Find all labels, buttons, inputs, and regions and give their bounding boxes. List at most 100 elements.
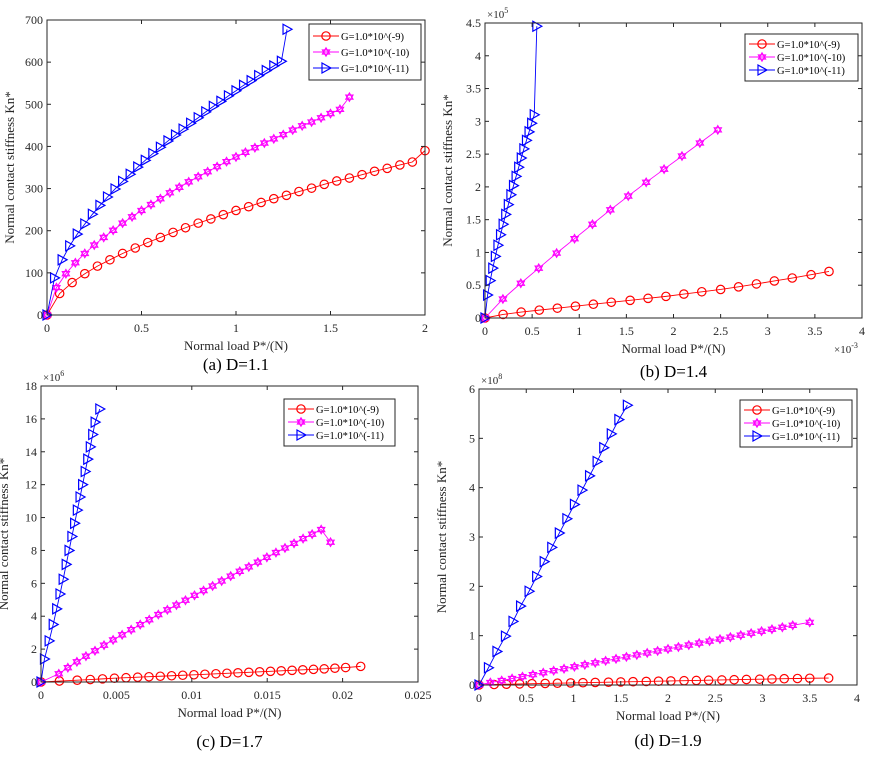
legend-label: G=1.0*10^(-11) bbox=[316, 431, 384, 442]
legend-marker bbox=[757, 63, 769, 77]
data-point bbox=[587, 221, 598, 230]
data-point bbox=[754, 674, 765, 685]
data-point bbox=[673, 644, 683, 653]
legend-label: G=1.0*10^(-10) bbox=[341, 48, 410, 59]
data-point bbox=[63, 665, 73, 673]
data-point bbox=[508, 179, 520, 192]
data-point bbox=[684, 639, 694, 648]
data-point bbox=[622, 399, 634, 412]
data-point bbox=[679, 289, 689, 299]
data-point bbox=[632, 652, 642, 661]
legend-marker bbox=[757, 39, 767, 49]
data-point bbox=[174, 182, 184, 190]
data-point bbox=[325, 539, 336, 548]
data-point bbox=[325, 108, 336, 117]
data-point bbox=[736, 629, 746, 638]
x-tick-label: 2.5 bbox=[713, 324, 728, 338]
data-point bbox=[492, 645, 504, 658]
legend-entry-3: G=1.0*10^(-11) bbox=[749, 63, 845, 77]
data-point bbox=[605, 207, 615, 216]
data-point bbox=[92, 261, 103, 271]
data-point bbox=[253, 556, 263, 565]
data-point bbox=[643, 293, 653, 304]
data-point bbox=[325, 536, 336, 545]
data-point bbox=[269, 136, 279, 145]
data-point bbox=[552, 250, 562, 259]
data-point bbox=[805, 619, 815, 628]
data-point bbox=[659, 166, 669, 175]
data-point bbox=[110, 182, 122, 196]
data-point bbox=[335, 104, 345, 112]
data-point bbox=[704, 635, 715, 644]
data-point bbox=[90, 416, 102, 429]
data-point bbox=[287, 665, 297, 676]
y-tick-label: 500 bbox=[25, 97, 43, 111]
data-point bbox=[97, 674, 108, 684]
data-point bbox=[117, 248, 128, 259]
data-point bbox=[497, 677, 507, 686]
data-point bbox=[55, 588, 67, 601]
data-point bbox=[90, 648, 100, 657]
data-point bbox=[621, 651, 632, 660]
x-tick-label: 1.5 bbox=[619, 324, 634, 338]
data-point bbox=[741, 674, 752, 685]
data-point bbox=[554, 527, 566, 540]
data-point bbox=[201, 105, 212, 118]
data-point bbox=[516, 152, 528, 165]
data-point bbox=[298, 533, 308, 542]
legend-marker bbox=[321, 46, 331, 55]
data-point bbox=[262, 554, 272, 563]
data-point bbox=[663, 643, 673, 652]
data-point bbox=[663, 646, 673, 655]
data-point bbox=[534, 305, 545, 315]
data-point bbox=[208, 583, 218, 592]
data-point bbox=[72, 675, 82, 685]
data-point bbox=[125, 168, 137, 181]
data-point bbox=[244, 561, 254, 570]
data-point bbox=[130, 243, 141, 253]
data-point bbox=[746, 630, 756, 639]
data-point bbox=[532, 570, 543, 583]
data-point bbox=[694, 640, 704, 649]
series-2 bbox=[474, 617, 815, 691]
data-point bbox=[83, 453, 94, 466]
data-point bbox=[240, 149, 251, 158]
data-point bbox=[642, 647, 652, 656]
y-tick-label: 0 bbox=[475, 311, 481, 325]
data-point bbox=[52, 602, 63, 615]
y-tick-label: 1 bbox=[475, 245, 481, 259]
y-tick-label: 14 bbox=[25, 445, 37, 459]
data-point bbox=[271, 549, 281, 558]
data-point bbox=[507, 675, 517, 684]
series-1 bbox=[42, 145, 430, 320]
y-tick-label: 5 bbox=[469, 431, 475, 445]
data-point bbox=[696, 286, 707, 297]
data-point bbox=[297, 665, 308, 675]
data-point bbox=[256, 197, 266, 208]
data-point bbox=[549, 665, 559, 674]
data-point bbox=[212, 164, 222, 172]
data-point bbox=[592, 455, 604, 468]
data-point bbox=[603, 677, 614, 687]
data-point bbox=[538, 667, 548, 676]
data-point bbox=[184, 179, 194, 188]
data-point bbox=[221, 156, 232, 165]
data-point bbox=[516, 280, 526, 289]
data-point bbox=[767, 626, 777, 635]
y-tick-label: 2 bbox=[469, 579, 475, 593]
subplot-caption: (b) D=1.4 bbox=[640, 362, 708, 381]
legend-entry-2: G=1.0*10^(-10) bbox=[749, 51, 846, 64]
data-point bbox=[751, 279, 762, 289]
data-point bbox=[85, 440, 97, 453]
data-point bbox=[54, 671, 64, 680]
subplot-c: 0 0.005 0.01 0.015 0.02 0.025 0 2 4 6 8 10 12 14 16 18 N… bbox=[0, 369, 432, 751]
data-point bbox=[623, 190, 633, 199]
series-3 bbox=[474, 399, 634, 692]
data-point bbox=[704, 638, 715, 647]
legend-marker bbox=[752, 420, 762, 429]
data-point bbox=[80, 248, 90, 257]
data-point bbox=[308, 664, 319, 675]
data-point bbox=[80, 268, 90, 279]
data-point bbox=[703, 675, 714, 686]
y-tick-label: 3 bbox=[469, 530, 475, 544]
